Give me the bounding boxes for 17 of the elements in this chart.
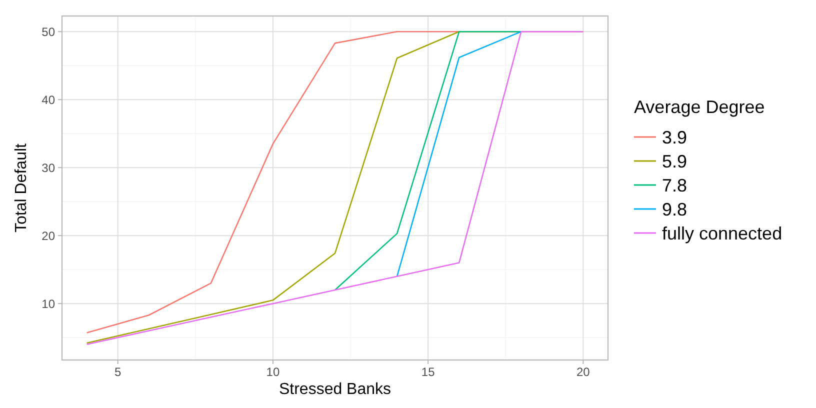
- y-tick-label: 50: [42, 24, 56, 39]
- y-tick-label: 40: [42, 92, 56, 107]
- legend-label: 5.9: [662, 151, 688, 172]
- x-tick-label: 15: [421, 365, 436, 379]
- y-tick-label: 20: [42, 228, 56, 243]
- x-tick-label: 5: [114, 365, 122, 379]
- legend-label: fully connected: [662, 223, 782, 244]
- y-tick-label: 10: [42, 296, 56, 311]
- legend-label: 3.9: [662, 127, 688, 148]
- legend-label: 9.8: [662, 199, 688, 220]
- x-tick-label: 20: [576, 365, 590, 379]
- legend-title: Average Degree: [634, 97, 765, 117]
- x-axis-title: Stressed Banks: [278, 381, 392, 398]
- legend-label: 7.8: [662, 175, 688, 196]
- y-tick-label: 30: [42, 160, 56, 175]
- y-axis-title: Total Default: [13, 142, 30, 232]
- x-tick-label: 10: [266, 365, 280, 379]
